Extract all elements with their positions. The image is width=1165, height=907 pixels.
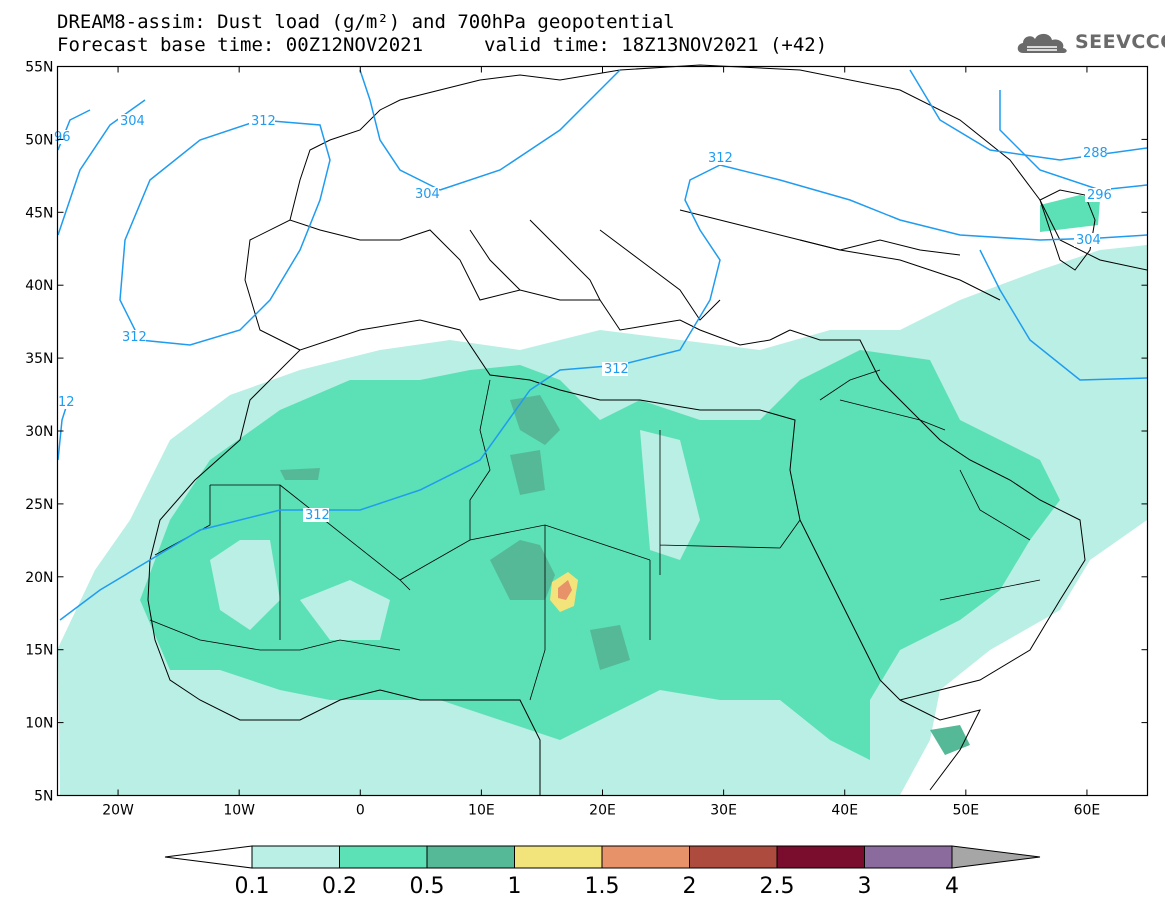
lon-label-20E: 20E — [589, 803, 616, 819]
lat-label-20N: 20N — [25, 570, 53, 586]
lat-label-5N: 5N — [34, 789, 53, 805]
dust-caspian — [1040, 195, 1100, 232]
colorbar-below-arrow — [164, 845, 253, 869]
contour-296-east — [999, 90, 1148, 191]
contour-312-east — [979, 249, 1148, 381]
colorbar-label: 3 — [858, 874, 872, 899]
contour-label: 288 — [1083, 146, 1108, 161]
axis-ticks — [57, 66, 1148, 796]
contour-label: 312 — [708, 151, 733, 166]
contour-label: 296 — [1087, 188, 1112, 203]
lat-label-55N: 55N — [25, 60, 53, 76]
base-time: Forecast base time: 00Z12NOV2021 — [57, 34, 424, 56]
colorbar-label: 0.2 — [322, 874, 357, 899]
contour-label: 96 — [54, 130, 71, 145]
lat-label-40N: 40N — [25, 278, 53, 294]
colorbar-label: 0.1 — [235, 874, 270, 899]
lat-label-15N: 15N — [25, 643, 53, 659]
colorbar-box — [689, 845, 778, 869]
logo-text: SEEVCCC — [1075, 31, 1165, 53]
contour-304-b — [359, 69, 441, 191]
contour-312-loop — [119, 119, 331, 346]
contour-label: 304 — [120, 114, 145, 129]
contour-labels: 96 304 312 304 312 288 296 304 312 12 31… — [52, 114, 1112, 523]
map-title: DREAM8-assim: Dust load (g/m²) and 700hP… — [57, 11, 675, 33]
colorbar-box — [339, 845, 428, 869]
lon-label-20W: 20W — [102, 803, 134, 819]
contour-label: 312 — [604, 362, 629, 377]
lon-label-60E: 60E — [1074, 803, 1101, 819]
latitude-labels: 55N 50N 45N 40N 35N 30N 25N 20N 15N 10N 5N — [25, 60, 53, 805]
colorbar-label: 2.5 — [760, 874, 795, 899]
contour-304-a — [57, 99, 146, 236]
lat-label-25N: 25N — [25, 497, 53, 513]
geopotential-contours — [57, 69, 1148, 621]
dust-band-1.5 — [558, 580, 572, 600]
colorbar-box — [864, 845, 953, 869]
contour-label: 312 — [305, 508, 330, 523]
lat-label-30N: 30N — [25, 424, 53, 440]
lat-label-45N: 45N — [25, 205, 53, 221]
contour-label: 304 — [1076, 233, 1101, 248]
contour-304-c — [439, 69, 621, 191]
lon-label-0: 0 — [356, 803, 365, 819]
contour-312-west — [59, 164, 1148, 621]
contour-label: 304 — [415, 187, 440, 202]
colorbar-box — [776, 845, 865, 869]
colorbar-box — [514, 845, 603, 869]
lat-label-35N: 35N — [25, 351, 53, 367]
colorbar-boxes — [164, 845, 1041, 869]
dust-band-0.1-hole — [210, 430, 700, 640]
colorbar-label: 1 — [508, 874, 522, 899]
dust-field — [58, 195, 1147, 795]
contour-label: 312 — [251, 114, 276, 129]
map-subtitle: Forecast base time: 00Z12NOV2021 valid ti… — [57, 34, 827, 56]
longitude-labels: 20W 10W 0 10E 20E 30E 40E 50E 60E — [102, 803, 1100, 819]
colorbar-box — [601, 845, 690, 869]
colorbar-label: 1.5 — [585, 874, 620, 899]
colorbar-labels: 0.1 0.2 0.5 1 1.5 2 2.5 3 4 — [235, 874, 960, 899]
contour-label: 12 — [58, 395, 75, 410]
borders — [149, 369, 1041, 701]
lon-label-10W: 10W — [223, 803, 255, 819]
colorbar-box — [426, 845, 515, 869]
lat-label-50N: 50N — [25, 132, 53, 148]
lon-label-40E: 40E — [831, 803, 858, 819]
colorbar-label: 0.5 — [410, 874, 445, 899]
lat-label-10N: 10N — [25, 716, 53, 732]
lon-label-10E: 10E — [468, 803, 495, 819]
contour-label: 312 — [122, 330, 147, 345]
valid-time: valid time: 18Z13NOV2021 (+42) — [484, 34, 828, 56]
lon-label-30E: 30E — [710, 803, 737, 819]
colorbar-label: 4 — [945, 874, 959, 899]
lon-label-50E: 50E — [952, 803, 979, 819]
colorbar-above-arrow — [951, 845, 1041, 869]
cloud-logo-icon — [1017, 33, 1067, 53]
colorbar-box — [251, 845, 340, 869]
seevccc-logo: SEEVCCC — [1015, 25, 1165, 59]
dust-band-0.2 — [140, 350, 1060, 760]
colorbar-label: 2 — [683, 874, 697, 899]
